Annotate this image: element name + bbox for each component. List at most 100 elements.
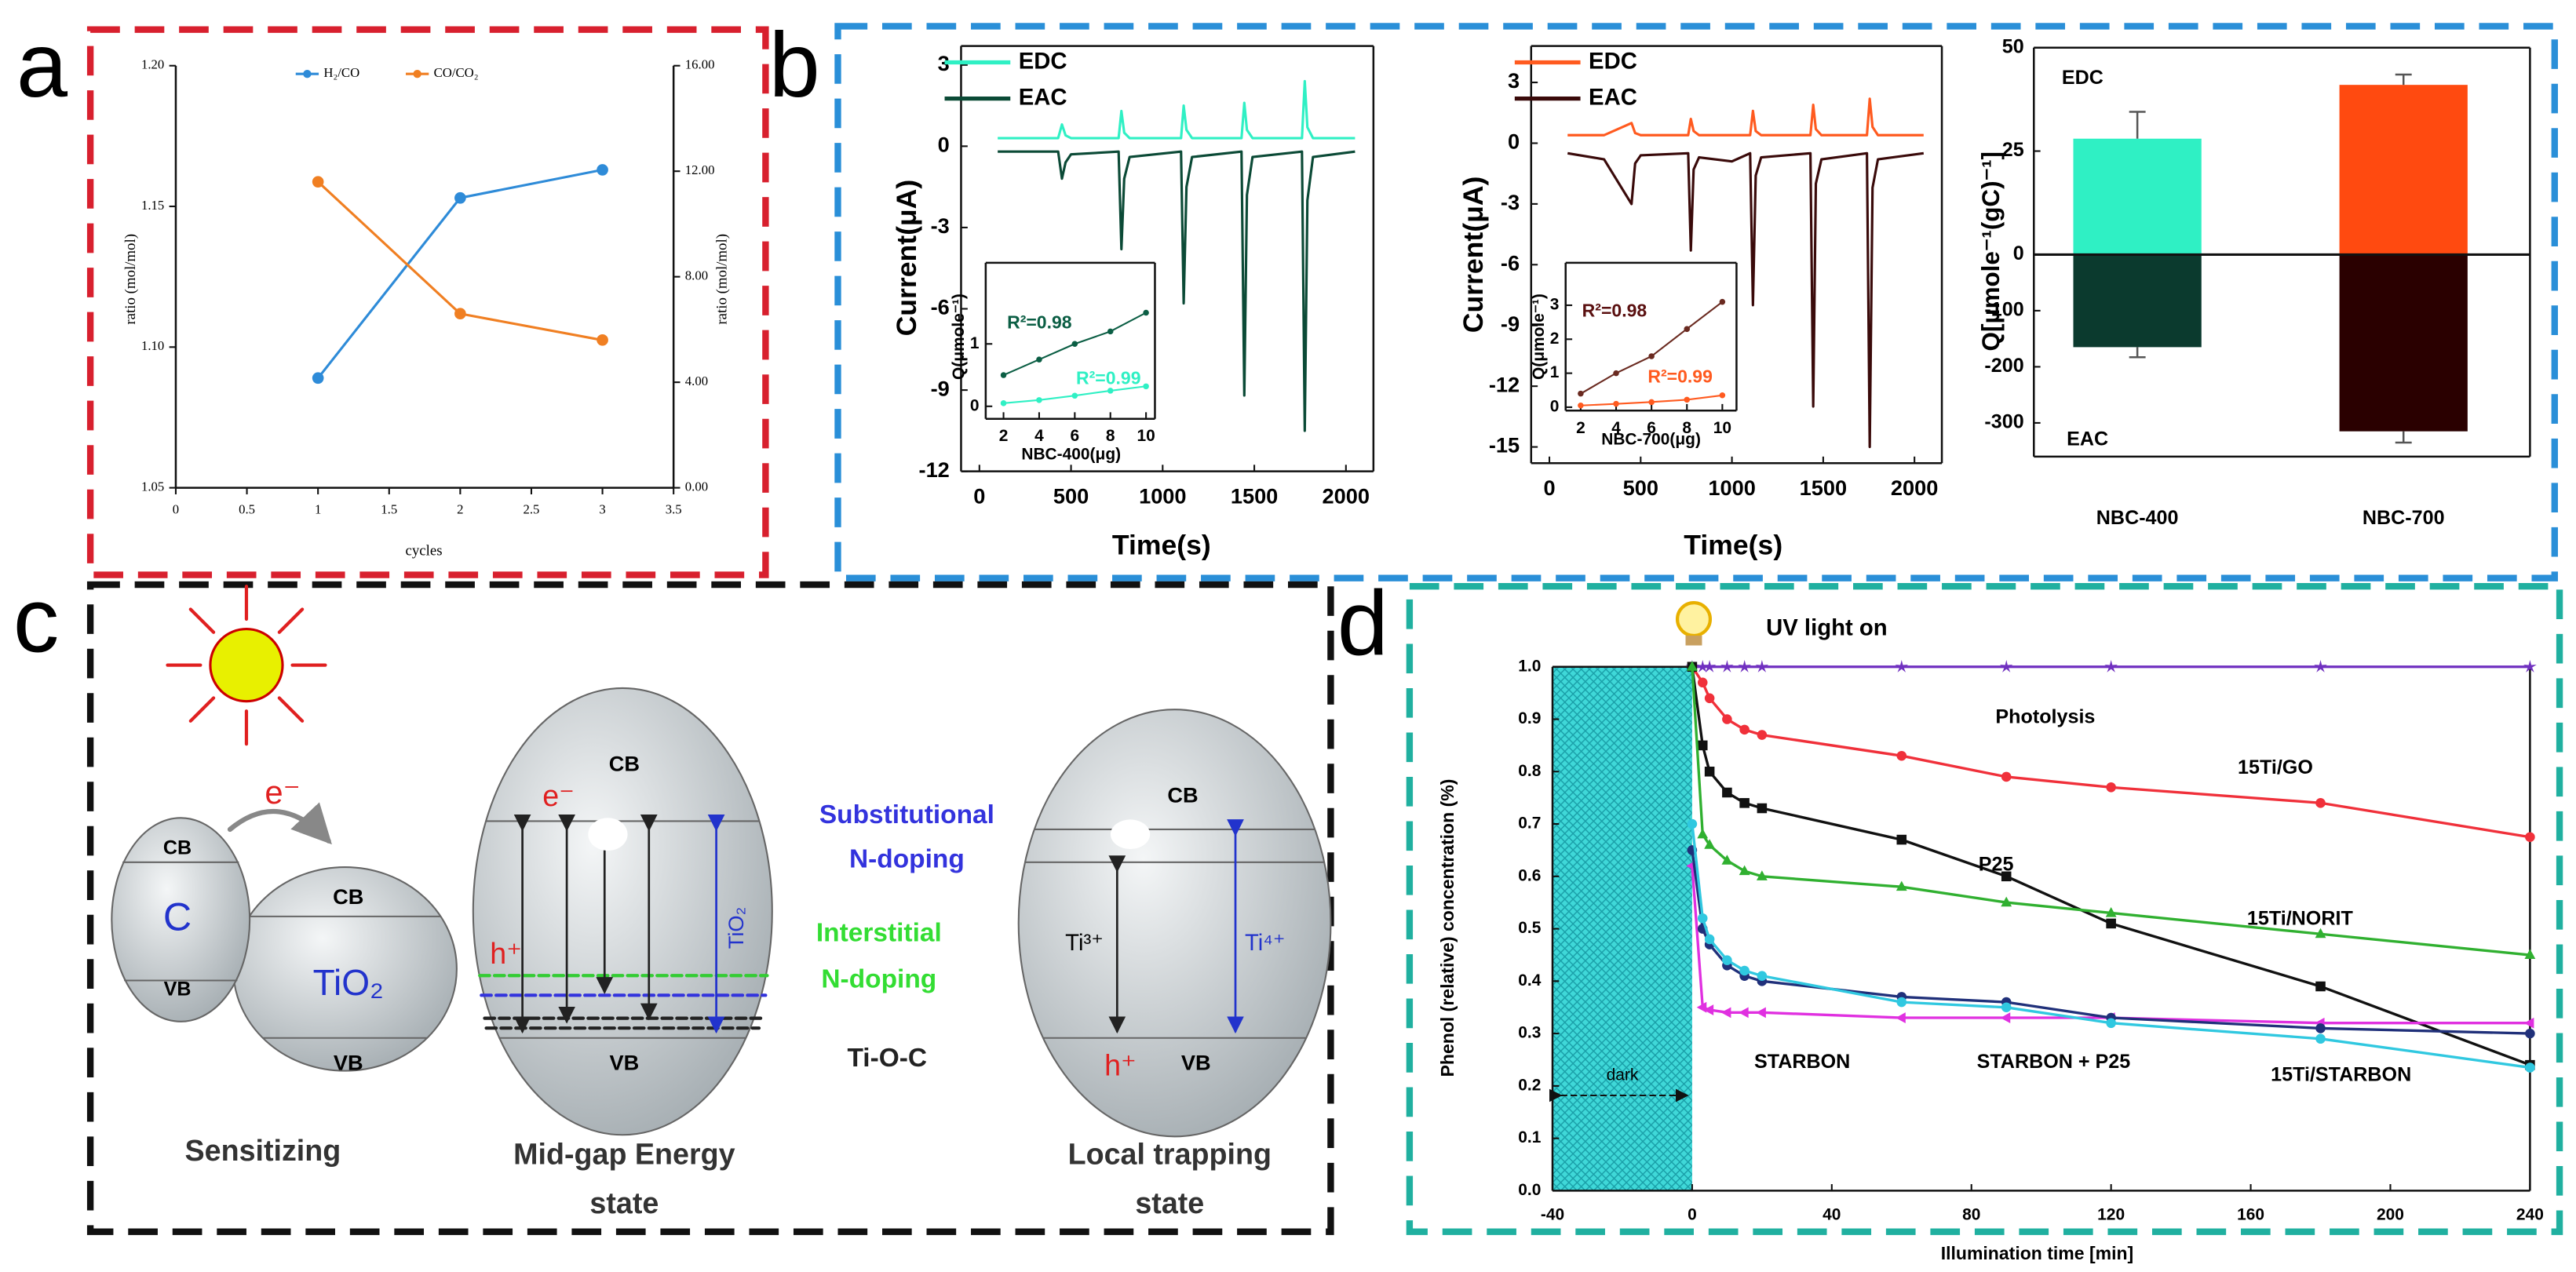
x-tick-label: -40 [1541,1205,1564,1223]
marker [1896,750,1907,761]
marker [1739,865,1750,876]
y-tick-label: 0 [2013,242,2024,264]
marker [454,191,466,204]
y-tick-label: 0.3 [1518,1024,1541,1042]
y-tick-label: 0 [938,133,950,157]
x-tick-label: 2000 [1323,483,1370,508]
marker [1686,661,1698,671]
marker [1739,724,1750,735]
marker [1578,402,1584,409]
marker [1721,855,1733,865]
x-tick-label: 0 [1543,476,1555,500]
panel-frame [1406,583,2563,1235]
y-axis-label: Current(μA) [1458,177,1489,333]
bar [2073,138,2202,255]
marker [2523,659,2537,672]
y-tick-label: -6 [931,295,950,319]
x-tick-label: 2.5 [524,502,540,517]
sun [209,628,284,703]
marker [1702,659,1717,672]
x-tick-label: 0 [173,502,179,517]
x-tick-label: 4 [1034,427,1044,445]
marker [2106,1018,2116,1029]
x-axis-label: cycles [405,543,442,559]
doping-label: Ti-O-C [847,1044,927,1073]
x-tick-label: 2 [457,502,463,517]
y-tick-label: 25 [2002,139,2024,161]
x-tick-label: 1000 [1139,483,1186,508]
electron: e⁻ [265,774,300,811]
series-label: STARBON + P25 [1977,1051,2131,1073]
x-axis-label: Time(s) [1684,529,1782,560]
x-tick-label: 500 [1623,476,1658,500]
caption: state [589,1186,659,1219]
x-tick-label: 120 [2097,1205,2125,1223]
band-label: CB [333,884,363,909]
transition-arrows [513,814,725,1034]
y-tick-label: 50 [2002,35,2024,57]
y-tick-label: 0.5 [1518,919,1541,937]
marker [1704,839,1716,849]
marker [1000,372,1007,378]
marker [1143,309,1149,316]
dark-label: dark [1607,1066,1639,1084]
material-label: C [163,895,192,939]
x-tick-label: NBC-400 [2096,507,2179,529]
marker [1697,828,1709,839]
legend-label: EAC [1589,84,1637,110]
y2-tick-label: 12.00 [685,162,715,177]
transfer-arrow [227,802,332,845]
y-tick-label: -12 [919,457,950,482]
sun-rays [166,585,327,746]
marker [1648,399,1655,406]
marker [1697,677,1708,688]
y-axis-label: Q(μmole⁻¹) [1530,293,1548,380]
y-tick-label: 3 [938,51,950,75]
doping-label: Substitutional [819,800,994,829]
y-tick-label: 0.2 [1518,1076,1541,1094]
panel-label: d [1337,572,1388,675]
marker [1697,740,1708,751]
band-label: VB [609,1050,639,1074]
state-label: Ti³⁺ [1065,930,1104,956]
marker [1703,1004,1714,1015]
annotation: R²=0.98 [1007,312,1072,332]
y-axis-label: Phenol (relative) concentration (%) [1437,779,1458,1077]
legend-label: H₂/CO [323,65,359,80]
marker [1738,659,1752,672]
marker [2001,896,2012,907]
marker [1756,1007,1766,1019]
marker [1107,328,1114,335]
y-tick-label: -12 [1489,372,1520,396]
y-tick-label: -15 [1489,433,1520,457]
caption: Sensitizing [185,1134,341,1167]
x-tick-label: 1.5 [381,502,397,517]
x-tick-label: 3 [599,502,605,517]
y2-axis-label: ratio (mol/mol) [713,234,730,325]
x-tick-label: 6 [1071,427,1080,445]
legend-label: EAC [1019,84,1067,110]
doping-label: N-doping [821,964,936,993]
y-tick-label: 0 [1550,397,1560,415]
legend-label: CO/CO₂ [434,65,479,80]
marker [2315,1023,2326,1033]
material-label: TiO₂ [724,907,748,949]
panel-label: b [769,13,820,116]
x-tick-label: 80 [1962,1205,1980,1223]
y2-tick-label: 16.00 [685,57,715,72]
marker [1720,659,1734,672]
series-line [1691,665,2530,839]
marker [2105,907,2117,917]
tio2-particle [1017,709,1332,1138]
annotation: R²=0.99 [1647,366,1713,386]
series-label: Photolysis [1995,705,2095,727]
x-tick-label: 2000 [1891,476,1938,500]
marker [2525,1028,2535,1039]
bulb-base [1685,635,1702,646]
x-tick-label: 240 [2516,1205,2544,1223]
marker [1704,766,1715,777]
marker [597,334,608,346]
marker [1648,353,1655,359]
hole: h⁺ [490,937,522,970]
annotation: R²=0.98 [1582,301,1647,321]
